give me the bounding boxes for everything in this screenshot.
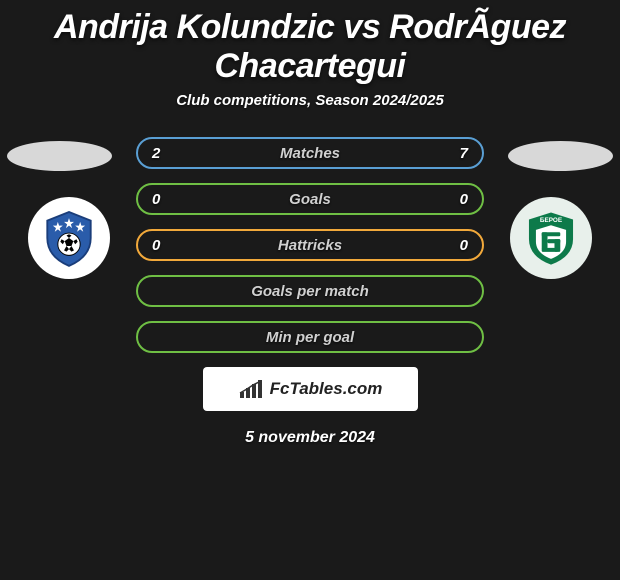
stat-left-value: 0 [152,191,176,208]
player-left-ellipse [7,141,112,171]
stat-label: Matches [176,145,444,162]
svg-text:БЕРОЕ: БЕРОЕ [540,217,562,224]
subtitle: Club competitions, Season 2024/2025 [0,92,620,109]
stat-label: Goals [176,191,444,208]
shield-icon [38,207,100,269]
page-title: Andrija Kolundzic vs RodrÃ­guez Chacarte… [0,0,620,92]
logo-text: FcTables.com [270,379,383,399]
stat-left-value: 2 [152,145,176,162]
stat-row-goals-per-match: Goals per match [136,275,484,307]
stat-label: Goals per match [152,283,468,300]
club-badge-right: БЕРОЕ [510,197,592,279]
stat-left-value: 0 [152,237,176,254]
bar-chart-icon [238,378,266,400]
stats-list: 2Matches70Goals00Hattricks0Goals per mat… [136,137,484,353]
stat-row-hattricks: 0Hattricks0 [136,229,484,261]
stat-row-min-per-goal: Min per goal [136,321,484,353]
stat-row-goals: 0Goals0 [136,183,484,215]
club-badge-left [28,197,110,279]
stat-right-value: 7 [444,145,468,162]
shield-icon: БЕРОЕ [522,209,580,267]
comparison-content: БЕРОЕ 2Matches70Goals00Hattricks0Goals p… [0,137,620,447]
stat-row-matches: 2Matches7 [136,137,484,169]
fctables-logo: FcTables.com [203,367,418,411]
date-text: 5 november 2024 [0,429,620,447]
stat-label: Hattricks [176,237,444,254]
stat-right-value: 0 [444,237,468,254]
player-right-ellipse [508,141,613,171]
stat-label: Min per goal [152,329,468,346]
stat-right-value: 0 [444,191,468,208]
